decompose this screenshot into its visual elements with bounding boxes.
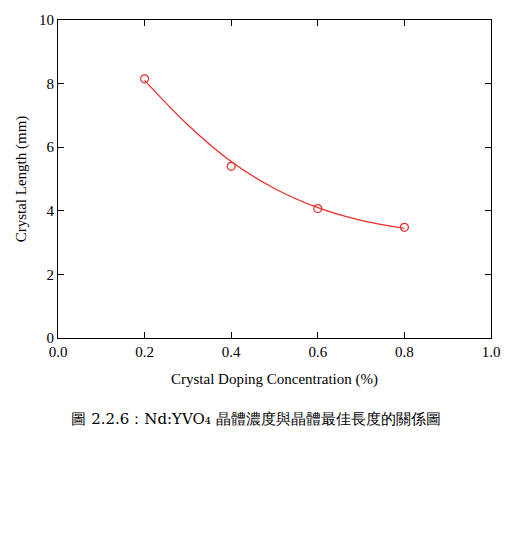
svg-text:0.0: 0.0 [49,344,68,360]
svg-text:Crystal Doping Concentration (: Crystal Doping Concentration (%) [171,371,378,388]
svg-text:0.4: 0.4 [222,344,241,360]
svg-text:2: 2 [47,267,55,283]
svg-text:0.2: 0.2 [135,344,154,360]
svg-text:10: 10 [39,12,54,28]
svg-text:0.6: 0.6 [308,344,327,360]
html-text:圖 2.2.6：Nd:YVO₄ 晶體濃度與晶體最佳長度的關係: 圖 2.2.6：Nd:YVO₄ 晶體濃度與晶體最佳長度的關係圖 [71,410,441,428]
svg-text:8: 8 [47,76,55,92]
svg-text:1.0: 1.0 [482,344,501,360]
svg-text:0: 0 [47,330,55,346]
svg-text:0.8: 0.8 [395,344,414,360]
svg-text:6: 6 [47,139,55,155]
svg-text:4: 4 [47,203,55,219]
svg-text:Crystal Length (mm): Crystal Length (mm) [13,116,30,243]
